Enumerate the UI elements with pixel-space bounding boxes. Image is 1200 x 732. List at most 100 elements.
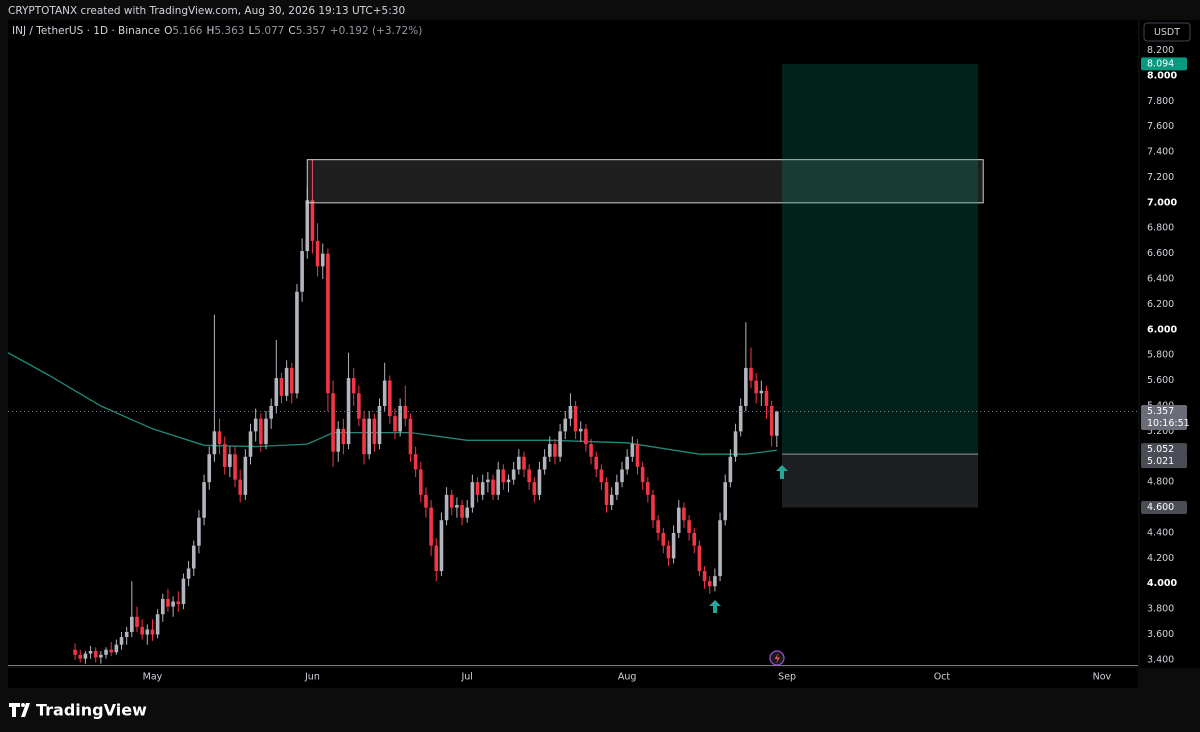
candle-body [604,482,609,506]
candle-body [259,418,263,445]
legend-label: C [288,25,295,37]
y-tick-label: 6.200 [1147,299,1174,310]
candle-body [99,654,103,658]
up-arrow-annotation [709,600,721,613]
candle-body [295,291,299,394]
stop-tag-background [1141,501,1187,515]
position-target-area [781,63,979,455]
candle-body [320,253,325,267]
candle-body [217,431,222,445]
legend-label: O [164,25,172,37]
currency-button[interactable] [1143,22,1191,42]
candle-body [264,418,268,445]
y-tick-label: 6.800 [1147,223,1174,234]
candle-body [145,629,150,635]
y-tick-label: 7.400 [1147,147,1174,158]
legend-value: 5.077 [254,25,284,37]
header-title: CRYPTOTANX created with TradingView.com,… [8,5,405,17]
candle-body [78,654,83,659]
x-tick-label: Jul [460,672,472,683]
candle-body [666,545,671,559]
candle-body [511,469,516,480]
candle-body [775,411,779,436]
currency-label[interactable]: USDT [1154,27,1180,38]
candle-body [439,520,444,572]
candle-body [563,418,568,432]
candle-body [284,367,289,396]
y-tick-label: 6.400 [1147,274,1174,285]
candle-body [609,494,614,506]
candle-body [382,380,387,406]
candle-body [341,428,346,445]
target-tag: 8.094 [1147,58,1174,69]
up-arrow-annotation [776,465,788,479]
candle-body [547,444,552,457]
candle-body [687,520,691,533]
candle-body [150,629,155,635]
brand-name: TradingView [36,701,147,720]
candle-body [568,405,573,419]
stop-tag: 4.600 [1147,502,1174,513]
candle-body [253,418,258,432]
candle-body [171,601,175,607]
logo-mark [21,703,30,717]
candle-body [486,479,490,483]
candle-body [191,545,196,569]
candle-body [702,571,707,582]
candle-body [269,405,273,419]
candle-body [202,482,206,518]
bar-countdown: 10:16:51 [1147,418,1190,429]
current-price-tag: 5.357 [1147,406,1174,417]
candle-body [713,576,717,587]
entry-tag-background [1141,455,1187,469]
candle-body [83,653,88,659]
candle-body [764,390,769,406]
candle-body [424,494,428,508]
candle-body [228,454,232,467]
symbol: INJ / TetherUS · 1D · Binance [12,25,160,37]
candle-body [377,405,382,445]
candle-body [197,517,201,546]
position-stop-area [781,454,979,508]
candle-body [692,532,697,546]
candle-body [160,598,165,615]
candle-body [738,405,743,432]
y-tick-label: 5.600 [1147,375,1174,386]
y-tick-label: 7.200 [1147,172,1174,183]
candle-body [646,482,650,495]
candle-body [109,649,113,653]
candle-body [517,456,521,470]
candle-body [506,479,511,483]
candle-body [501,469,506,483]
plot-layer [8,63,1138,664]
zone-box [306,159,984,204]
candle-body [460,505,464,518]
y-tick-label: 4.000 [1147,578,1177,589]
candle-body [707,581,712,587]
y-tick-label: 6.600 [1147,248,1174,259]
candle-body [578,428,583,432]
x-tick-label: Jun [304,672,320,683]
candle-body [326,253,330,394]
candle-body [542,456,547,470]
candle-body [403,405,408,419]
candle-body [155,614,160,635]
candle-body [527,469,531,483]
candle-body [119,637,124,645]
y-tick-label: 4.200 [1147,553,1174,564]
x-tick-label: Nov [1093,672,1112,683]
candle-body [93,651,98,658]
brand-logo [9,703,30,717]
candle-body [362,418,366,455]
events-icon-bolt [774,653,780,664]
candle-body [625,456,629,470]
entry-tag: 5.021 [1147,456,1174,467]
candle-body [630,444,635,457]
candle-body [434,545,439,572]
candle-body [491,479,495,495]
candle-body [124,631,129,638]
candle-body [589,444,593,457]
candle-body [135,616,139,627]
candle-body [594,456,599,470]
